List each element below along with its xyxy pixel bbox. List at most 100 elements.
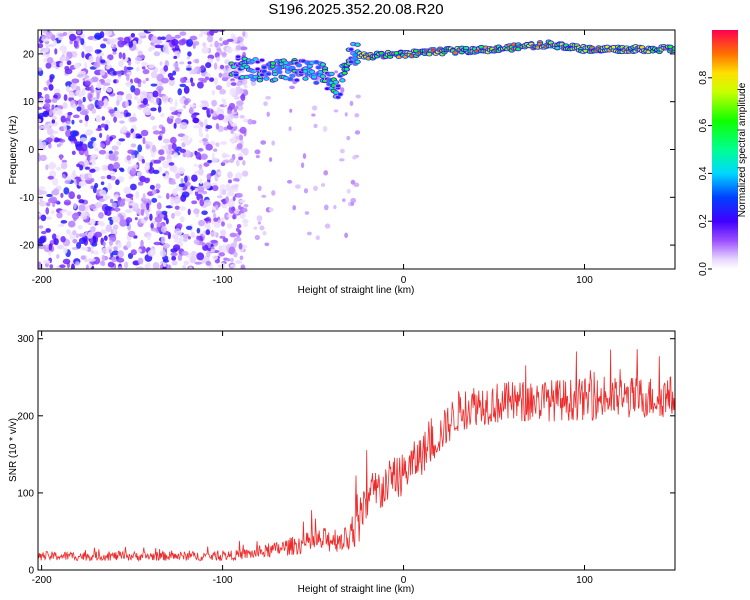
spectrogram-blob [212,255,219,261]
spectrogram-blob [66,85,70,93]
spectrogram-blob [355,94,361,99]
colorbar-tick-label: 0.4 [698,166,709,180]
spectrogram-blob [71,212,80,220]
spectrogram-blob [236,105,244,111]
signal-point [355,60,360,64]
spectrogram-blob [65,56,70,62]
spectrogram-blob [255,154,260,159]
spectrogram-blob [136,135,143,139]
spectrogram-blob [147,191,154,197]
spectrogram-blob [158,156,166,161]
signal-point [329,72,334,76]
spectrogram-blob [198,168,204,176]
spectrogram-blob [170,199,175,207]
spectrogram-blob [152,90,159,98]
spectrogram-blob [94,202,103,208]
spectrogram-blob [142,98,148,105]
spectrogram-blob [218,30,226,33]
spectrogram-blob [56,211,63,219]
spectrogram-blob [160,236,166,244]
spectrogram-blob [98,211,104,219]
signal-point [272,72,278,76]
spectrogram-blob [315,235,320,241]
signal-point [639,46,645,49]
spectrogram-blob [194,58,200,64]
spectrogram-blob [38,124,44,130]
spectrogram-blob [119,168,125,173]
spectrogram-blob [38,188,43,196]
spectrogram-blob [228,117,233,125]
spectrogram-blob [41,35,47,39]
spectrogram-blob [303,188,309,194]
spectrogram-blob [222,40,229,46]
spectrogram-blob [218,252,226,257]
spectrogram-blob [125,209,131,213]
spectrogram-blob [114,194,119,199]
spectrogram-blob [147,250,156,257]
spectrogram-blob [93,147,100,152]
spectrogram-blob [179,148,187,153]
spectrogram-blob [220,162,226,167]
signal-point [251,69,256,73]
spectrogram-blob [76,163,81,168]
spectrogram-blob [226,110,232,115]
snr-series-line [38,349,675,563]
spectrogram-blob [286,179,293,184]
spectrogram-blob [198,219,205,227]
spectrogram-blob [161,210,168,215]
spectrogram-blob [164,60,169,67]
spectrogram-blob [94,231,103,238]
spectrogram-blob [197,148,204,152]
spectrogram-blob [109,219,114,226]
spectrogram-blob [153,159,162,164]
signal-point [340,78,345,82]
signal-point [320,63,326,66]
spectrogram-blob [344,112,348,117]
signal-point [305,61,310,65]
spectrogram-blob [210,140,216,146]
spectrogram-blob [201,242,206,247]
spectrogram-blob [161,145,169,151]
spectrogram-blob [57,108,63,116]
spectrogram-blob [353,182,360,187]
spectrogram-blob [155,183,161,190]
signal-point [259,58,265,62]
spectrogram-blob [77,99,83,107]
spectrogram-blob [235,159,240,167]
spectrogram-blob [103,38,108,42]
spectrogram-blob [159,249,167,258]
spectrogram-blob [91,76,99,83]
spectrogram-blob [165,34,173,42]
spectrogram-blob [99,260,105,266]
spectrogram-blob [64,68,73,75]
snr-y-ticks: 0 100 200 300 [17,334,675,577]
spectrogram-blob [163,243,170,249]
spectrogram-blob [87,140,95,149]
spectrogram-blob [182,264,187,269]
spectrogram-blob [108,150,113,155]
spectrogram-blob [234,96,240,100]
spectrogram-blob [243,84,248,89]
spectrogram-blob [100,123,106,128]
spectrogram-blob [140,201,147,210]
spectrogram-blob [137,32,146,37]
spectrogram-y-ticks: 20 10 0 -10 -20 [20,49,675,252]
spectrogram-blob [103,98,109,105]
spectrogram-blob [123,186,132,195]
spectrogram-blob [63,124,67,132]
spectrogram-blob [168,78,175,87]
signal-point [342,71,347,75]
spectrogram-blob [239,46,248,51]
spectrogram-blob [142,193,146,201]
spectrogram-blob [46,57,54,64]
spectrogram-blob [39,196,43,203]
spectrogram-blob [338,158,345,162]
signal-point [646,50,651,54]
spectrogram-blob [173,210,182,217]
spectrogram-blob [150,222,154,229]
spectrogram-blob [215,85,223,91]
signal-point [294,78,299,82]
spectrogram-blob [107,163,114,171]
spectrogram-blob [126,240,132,249]
spectrogram-blob [141,91,148,96]
